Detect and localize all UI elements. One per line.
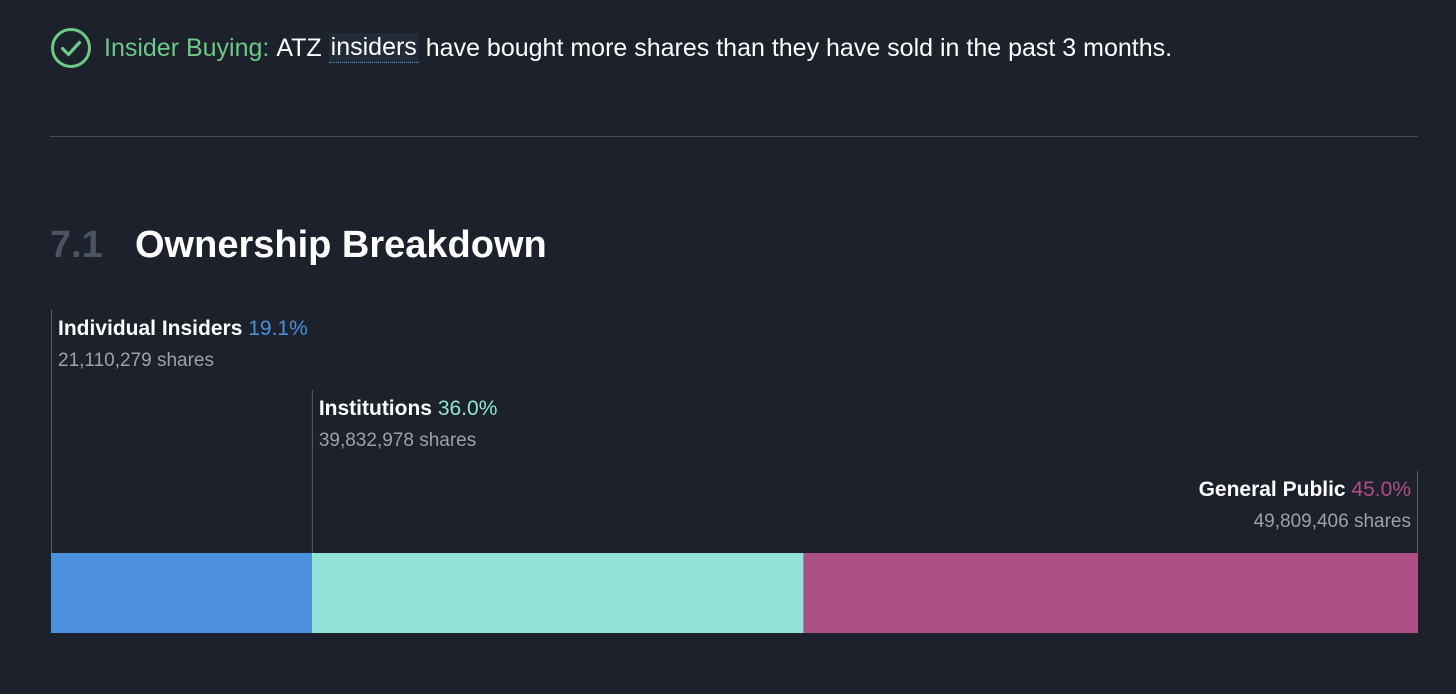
category-name-general-public: General Public [1199,478,1352,501]
percent-label-individual-insiders: 19.1% [248,317,308,340]
percent-label-institutions: 36.0% [438,397,498,420]
insider-ticker: ATZ [276,33,322,62]
category-name-individual-insiders: Individual Insiders [58,317,248,340]
percent-label-general-public: 45.0% [1351,478,1411,501]
shares-label-general-public: 49,809,406 shares [1254,511,1411,532]
insider-buying-notice: Insider Buying: ATZ insiders have bought… [50,26,1172,70]
section-divider [50,136,1418,137]
insider-description: have bought more shares than they have s… [425,33,1173,62]
bar-segment-general-public[interactable] [803,553,1418,633]
section-heading: 7.1 Ownership Breakdown [50,222,547,268]
label-general-public: General Public 45.0% [1199,478,1411,501]
bar-segment-individual-insiders[interactable] [51,553,312,633]
label-individual-insiders: Individual Insiders 19.1% [58,317,308,340]
check-circle-icon [50,27,92,69]
bar-segment-institutions[interactable] [311,553,804,633]
shares-label-institutions: 39,832,978 shares [319,430,476,451]
label-institutions: Institutions 36.0% [319,397,498,420]
insider-buying-label: Insider Buying: [104,33,270,62]
category-name-institutions: Institutions [319,397,438,420]
shares-label-individual-insiders: 21,110,279 shares [58,350,214,371]
section-title: Ownership Breakdown [135,223,547,266]
insiders-link[interactable]: insiders [328,33,419,63]
section-number: 7.1 [50,223,103,266]
